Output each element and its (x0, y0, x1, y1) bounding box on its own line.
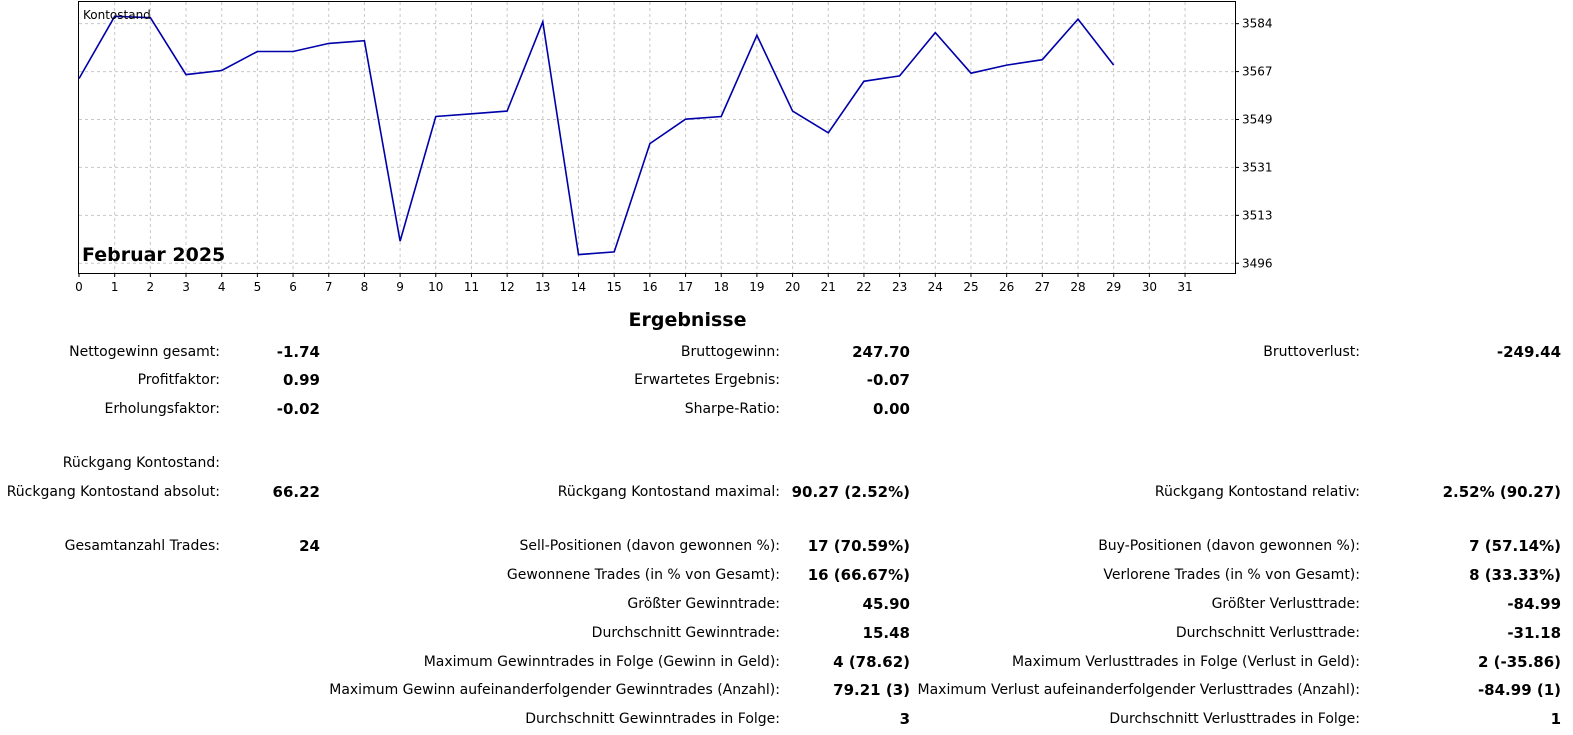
x-tick-label: 31 (1177, 280, 1192, 294)
avg-consec-losses-value: 1 (1550, 710, 1561, 728)
expected-payoff-label: Erwartetes Ergebnis: (634, 372, 780, 388)
avg-win-label: Durchschnitt Gewinntrade: (591, 625, 780, 641)
avg-consec-losses-label: Durchschnitt Verlusttrades in Folge: (1109, 711, 1360, 727)
max-consec-losses-value: 2 (-35.86) (1477, 653, 1561, 671)
x-tick-label: 16 (642, 280, 657, 294)
x-tick-label: 2 (147, 280, 155, 294)
sell-positions-label: Sell-Positionen (davon gewonnen %): (519, 538, 780, 554)
x-tick-label: 12 (500, 280, 515, 294)
results-heading: Ergebnisse (628, 309, 747, 331)
x-tick-label: 28 (1070, 280, 1085, 294)
max-consec-wins-value: 4 (78.62) (833, 653, 910, 671)
lost-trades-label: Verlorene Trades (in % von Gesamt): (1103, 567, 1360, 583)
expected-payoff-value: -0.07 (866, 371, 910, 389)
largest-win-value: 45.90 (862, 595, 910, 613)
chart-title: Kontostand (83, 8, 151, 22)
avg-consec-wins-value: 3 (899, 710, 910, 728)
gross-profit-label: Bruttogewinn: (680, 344, 780, 360)
gross-loss-label: Bruttoverlust: (1263, 344, 1360, 360)
x-tick-label: 0 (75, 280, 83, 294)
max-consec-profit-value: 79.21 (3) (833, 681, 910, 699)
dd-absolute-value: 66.22 (272, 483, 320, 501)
gross-loss-value: -249.44 (1496, 343, 1561, 361)
net-profit-label: Nettogewinn gesamt: (69, 344, 220, 360)
largest-loss-value: -84.99 (1507, 595, 1561, 613)
x-tick-label: 25 (963, 280, 978, 294)
x-tick-label: 22 (856, 280, 871, 294)
avg-consec-wins-label: Durchschnitt Gewinntrades in Folge: (525, 711, 780, 727)
dd-absolute-label: Rückgang Kontostand absolut: (6, 484, 220, 500)
x-tick-label: 30 (1142, 280, 1157, 294)
total-trades-label: Gesamtanzahl Trades: (64, 538, 220, 554)
y-tick-label: 3513 (1242, 208, 1273, 222)
lost-trades-value: 8 (33.33%) (1469, 566, 1561, 584)
largest-win-label: Größter Gewinntrade: (627, 596, 780, 612)
profit-factor-label: Profitfaktor: (137, 372, 220, 388)
y-tick-label: 3496 (1242, 256, 1273, 270)
gross-profit-value: 247.70 (852, 343, 910, 361)
x-tick-label: 7 (325, 280, 333, 294)
y-tick-label: 3584 (1242, 17, 1273, 31)
x-tick-label: 8 (361, 280, 369, 294)
max-consec-loss-label: Maximum Verlust aufeinanderfolgender Ver… (917, 682, 1360, 698)
x-tick-label: 11 (464, 280, 479, 294)
x-tick-label: 10 (428, 280, 443, 294)
max-consec-profit-label: Maximum Gewinn aufeinanderfolgender Gewi… (329, 682, 780, 698)
dd-relative-value: 2.52% (90.27) (1442, 483, 1561, 501)
x-tick-label: 18 (714, 280, 729, 294)
balance-line (78, 15, 1115, 256)
y-tick-label: 3549 (1242, 112, 1273, 126)
drawdown-heading: Rückgang Kontostand: (62, 455, 220, 471)
x-tick-label: 6 (289, 280, 297, 294)
x-tick-label: 17 (678, 280, 693, 294)
y-tick-label: 3531 (1242, 160, 1273, 174)
profit-factor-value: 0.99 (282, 371, 320, 389)
dd-relative-label: Rückgang Kontostand relativ: (1154, 484, 1360, 500)
recovery-factor-value: -0.02 (276, 400, 320, 418)
x-tick-label: 27 (1035, 280, 1050, 294)
x-tick-label: 21 (821, 280, 836, 294)
x-tick-label: 24 (928, 280, 943, 294)
x-tick-label: 9 (396, 280, 404, 294)
net-profit-value: -1.74 (276, 343, 320, 361)
won-trades-label: Gewonnene Trades (in % von Gesamt): (506, 567, 780, 583)
recovery-factor-label: Erholungsfaktor: (104, 401, 220, 417)
y-tick-label: 3567 (1242, 65, 1273, 79)
max-consec-losses-label: Maximum Verlusttrades in Folge (Verlust … (1011, 654, 1360, 670)
avg-loss-value: -31.18 (1507, 624, 1561, 642)
x-tick-label: 5 (254, 280, 262, 294)
avg-loss-label: Durchschnitt Verlusttrade: (1175, 625, 1360, 641)
x-tick-label: 26 (999, 280, 1014, 294)
x-tick-label: 13 (535, 280, 550, 294)
avg-win-value: 15.48 (862, 624, 910, 642)
dd-maximal-label: Rückgang Kontostand maximal: (557, 484, 780, 500)
plot-frame (78, 1, 1236, 274)
x-tick-label: 23 (892, 280, 907, 294)
total-trades-value: 24 (299, 537, 320, 555)
won-trades-value: 16 (66.67%) (807, 566, 910, 584)
sharpe-ratio-label: Sharpe-Ratio: (684, 401, 780, 417)
period-label: Februar 2025 (82, 244, 225, 266)
x-tick-label: 29 (1106, 280, 1121, 294)
max-consec-loss-value: -84.99 (1) (1477, 681, 1561, 699)
x-tick-label: 4 (218, 280, 226, 294)
x-tick-label: 3 (182, 280, 190, 294)
x-tick-label: 14 (571, 280, 586, 294)
x-tick-label: 15 (607, 280, 622, 294)
largest-loss-label: Größter Verlusttrade: (1211, 596, 1360, 612)
x-tick-label: 1 (111, 280, 119, 294)
x-tick-label: 20 (785, 280, 800, 294)
sharpe-ratio-value: 0.00 (872, 400, 910, 418)
buy-positions-value: 7 (57.14%) (1469, 537, 1561, 555)
dd-maximal-value: 90.27 (2.52%) (791, 483, 910, 501)
sell-positions-value: 17 (70.59%) (807, 537, 910, 555)
buy-positions-label: Buy-Positionen (davon gewonnen %): (1098, 538, 1360, 554)
max-consec-wins-label: Maximum Gewinntrades in Folge (Gewinn in… (423, 654, 780, 670)
x-tick-label: 19 (749, 280, 764, 294)
